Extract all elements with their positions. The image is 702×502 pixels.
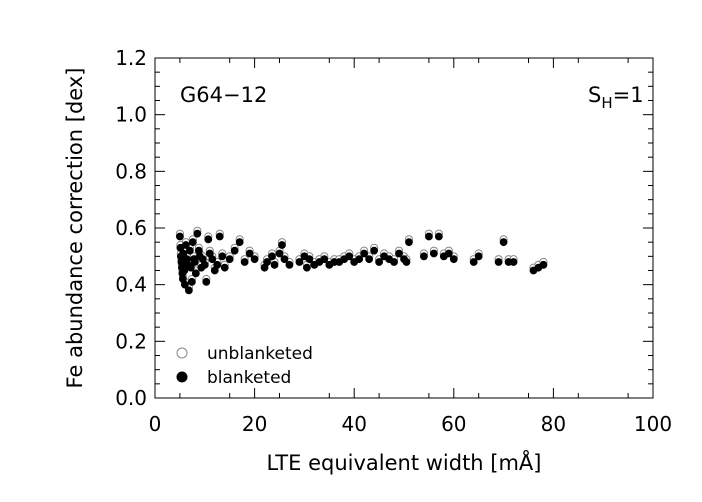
sh-subscript: H bbox=[601, 94, 612, 112]
star-name-label: G64−12 bbox=[180, 83, 267, 107]
legend-unblanketed-marker bbox=[176, 347, 188, 359]
blanketed-point bbox=[370, 246, 379, 255]
blanketed-point bbox=[215, 232, 224, 241]
x-tick-label: 40 bbox=[341, 412, 366, 436]
blanketed-point bbox=[402, 258, 411, 266]
legend-unblanketed-label: unblanketed bbox=[207, 344, 313, 364]
blanketed-point bbox=[405, 238, 413, 247]
blanketed-point bbox=[444, 249, 453, 258]
blanketed-point bbox=[295, 258, 304, 266]
x-axis-label: LTE equivalent width [mÅ] bbox=[266, 449, 541, 475]
blanketed-point bbox=[202, 277, 211, 286]
blanketed-point bbox=[263, 258, 271, 266]
blanketed-point bbox=[395, 249, 403, 258]
y-tick-label: 0.0 bbox=[115, 386, 147, 410]
y-tick-label: 0.6 bbox=[115, 216, 147, 240]
blanketed-point bbox=[345, 252, 354, 261]
blanketed-point bbox=[250, 255, 259, 264]
blanketed-point bbox=[230, 246, 239, 255]
x-tick-label: 20 bbox=[242, 412, 267, 436]
sh-label: SH=1 bbox=[588, 83, 644, 112]
x-tick-label: 0 bbox=[149, 412, 162, 436]
blanketed-point bbox=[268, 252, 276, 261]
legend-blanketed-marker bbox=[176, 371, 188, 383]
blanketed-point bbox=[220, 263, 229, 272]
blanketed-point bbox=[193, 229, 202, 238]
blanketed-point bbox=[375, 258, 384, 266]
blanketed-point bbox=[240, 258, 249, 266]
blanketed-point bbox=[539, 260, 548, 269]
legend-blanketed-label: blanketed bbox=[207, 368, 291, 388]
blanketed-point bbox=[275, 249, 284, 258]
blanketed-point bbox=[429, 249, 438, 258]
x-tick-label: 80 bbox=[541, 412, 566, 436]
blanketed-point bbox=[179, 249, 188, 258]
y-tick-label: 0.2 bbox=[115, 329, 147, 353]
blanketed-point bbox=[180, 266, 189, 275]
blanketed-point bbox=[190, 258, 199, 266]
blanketed-point bbox=[365, 255, 374, 264]
sh-prefix: S bbox=[588, 83, 601, 107]
blanketed-point bbox=[449, 255, 458, 264]
x-tick-label: 60 bbox=[441, 412, 466, 436]
blanketed-point bbox=[474, 252, 483, 261]
blanketed-point bbox=[187, 277, 196, 286]
blanketed-point bbox=[305, 255, 314, 264]
blanketed-point bbox=[245, 249, 254, 258]
blanketed-point bbox=[360, 249, 369, 258]
blanketed-point bbox=[434, 232, 443, 241]
blanketed-point bbox=[218, 252, 227, 261]
blanketed-point bbox=[494, 258, 503, 266]
blanketed-point bbox=[270, 260, 279, 269]
blanketed-point bbox=[204, 235, 213, 244]
y-tick-label: 0.4 bbox=[115, 273, 147, 297]
blanketed-point bbox=[285, 260, 294, 269]
blanketed-point bbox=[420, 252, 428, 261]
blanketed-point bbox=[390, 258, 398, 266]
blanketed-point bbox=[188, 238, 197, 247]
y-tick-label: 1.2 bbox=[115, 46, 147, 70]
y-axis-label: Fe abundance correction [dex] bbox=[63, 68, 87, 389]
blanketed-point bbox=[509, 258, 518, 266]
blanketed-point bbox=[499, 238, 508, 247]
y-tick-label: 0.8 bbox=[115, 159, 147, 183]
y-tick-label: 1.0 bbox=[115, 103, 147, 127]
blanketed-point bbox=[181, 241, 190, 249]
blanketed-point bbox=[469, 258, 478, 266]
y-tick-labels: 0.0 0.2 0.4 0.6 0.8 1.0 1.2 bbox=[115, 46, 147, 410]
blanketed-point bbox=[320, 255, 329, 264]
blanketed-point bbox=[208, 255, 217, 264]
x-tick-label: 100 bbox=[634, 412, 672, 436]
legend: unblanketed blanketed bbox=[176, 344, 313, 388]
data-points bbox=[175, 226, 548, 295]
blanketed-point bbox=[278, 241, 286, 249]
x-tick-labels: 0 20 40 60 80 100 bbox=[149, 412, 672, 436]
blanketed-point bbox=[191, 269, 200, 278]
blanketed-point bbox=[213, 260, 222, 269]
blanketed-point bbox=[355, 255, 364, 264]
blanketed-point bbox=[176, 232, 184, 241]
blanketed-point bbox=[302, 263, 311, 272]
blanketed-point bbox=[425, 232, 433, 241]
tick-marks bbox=[154, 57, 654, 399]
blanketed-point bbox=[280, 255, 289, 264]
blanketed-point bbox=[180, 280, 189, 289]
blanketed-point bbox=[235, 238, 244, 247]
blanketed-point bbox=[184, 286, 193, 295]
blanketed-point bbox=[185, 246, 194, 255]
blanketed-point bbox=[200, 260, 209, 269]
sh-suffix: =1 bbox=[613, 83, 644, 107]
blanketed-point bbox=[225, 255, 234, 264]
blanketed-point bbox=[186, 263, 195, 272]
